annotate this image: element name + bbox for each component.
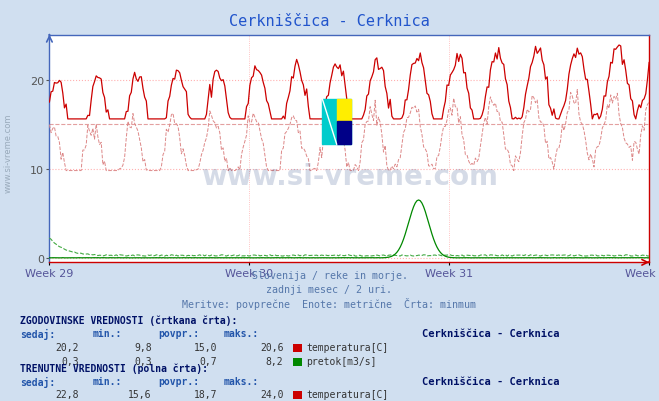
Text: 20,6: 20,6 bbox=[260, 342, 283, 352]
Text: zadnji mesec / 2 uri.: zadnji mesec / 2 uri. bbox=[266, 284, 393, 294]
Bar bbox=[337, 122, 351, 145]
Text: 0,7: 0,7 bbox=[200, 356, 217, 366]
Text: temperatura[C]: temperatura[C] bbox=[306, 342, 389, 352]
Text: maks.:: maks.: bbox=[224, 376, 259, 386]
Text: 9,8: 9,8 bbox=[134, 342, 152, 352]
Text: 0,3: 0,3 bbox=[61, 356, 79, 366]
Text: 24,0: 24,0 bbox=[260, 389, 283, 399]
Text: povpr.:: povpr.: bbox=[158, 328, 199, 338]
Text: Cerkniščica - Cerknica: Cerkniščica - Cerknica bbox=[229, 14, 430, 29]
Text: Cerkniščica - Cerknica: Cerkniščica - Cerknica bbox=[422, 328, 559, 338]
Text: www.si-vreme.com: www.si-vreme.com bbox=[3, 113, 13, 192]
Text: sedaj:: sedaj: bbox=[20, 328, 55, 339]
Text: min.:: min.: bbox=[92, 328, 122, 338]
Text: min.:: min.: bbox=[92, 376, 122, 386]
Text: Slovenija / reke in morje.: Slovenija / reke in morje. bbox=[252, 271, 407, 281]
Text: Cerkniščica - Cerknica: Cerkniščica - Cerknica bbox=[422, 376, 559, 386]
Bar bbox=[337, 99, 351, 122]
Text: sedaj:: sedaj: bbox=[20, 376, 55, 387]
Text: 22,8: 22,8 bbox=[55, 389, 79, 399]
Text: 15,6: 15,6 bbox=[128, 389, 152, 399]
Text: maks.:: maks.: bbox=[224, 328, 259, 338]
Text: 15,0: 15,0 bbox=[194, 342, 217, 352]
Text: 18,7: 18,7 bbox=[194, 389, 217, 399]
Text: povpr.:: povpr.: bbox=[158, 376, 199, 386]
Text: ZGODOVINSKE VREDNOSTI (črtkana črta):: ZGODOVINSKE VREDNOSTI (črtkana črta): bbox=[20, 315, 237, 325]
Text: pretok[m3/s]: pretok[m3/s] bbox=[306, 356, 377, 366]
Bar bbox=[322, 99, 351, 145]
Text: temperatura[C]: temperatura[C] bbox=[306, 389, 389, 399]
Text: TRENUTNE VREDNOSTI (polna črta):: TRENUTNE VREDNOSTI (polna črta): bbox=[20, 362, 208, 373]
Text: 0,3: 0,3 bbox=[134, 356, 152, 366]
Text: www.si-vreme.com: www.si-vreme.com bbox=[201, 162, 498, 190]
Text: 20,2: 20,2 bbox=[55, 342, 79, 352]
Text: 8,2: 8,2 bbox=[266, 356, 283, 366]
Text: Meritve: povprečne  Enote: metrične  Črta: minmum: Meritve: povprečne Enote: metrične Črta:… bbox=[183, 297, 476, 309]
